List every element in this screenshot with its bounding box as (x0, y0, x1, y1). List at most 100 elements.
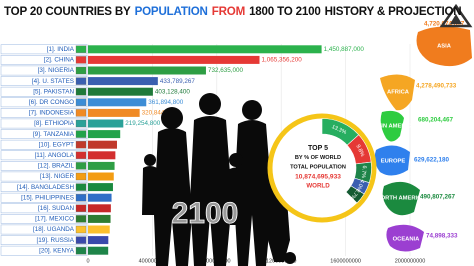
category-box (0, 65, 88, 76)
y-tick-label: [12]. BRAZIL (38, 163, 75, 170)
africa-shape (380, 74, 415, 111)
bar (88, 130, 121, 139)
family-silhouette (142, 93, 296, 266)
center-text: WORLD (306, 183, 330, 190)
flag (75, 130, 87, 138)
category-box (0, 97, 88, 108)
europe-shape (374, 145, 410, 176)
bar (88, 193, 112, 202)
y-tick-label: [20]. KENYA (39, 247, 75, 254)
flag (75, 247, 87, 255)
y-tick-label: [17]. MEXICO (35, 216, 74, 223)
slice-label: 6.7% (360, 165, 367, 178)
category-box (0, 118, 88, 129)
category-box (0, 245, 88, 256)
x-tick-label: 0 (86, 258, 89, 264)
category-box (0, 139, 88, 150)
x-tick-label: 1600000000 (330, 258, 361, 264)
flag (75, 109, 87, 117)
center-text: TOP 5 (308, 145, 328, 152)
slice-label: 13.3% (331, 124, 348, 136)
category-box (0, 235, 88, 245)
y-tick-label: [15]. PHILIPPINES (21, 194, 74, 201)
bar (88, 183, 113, 192)
value-label: 433,789,267 (160, 78, 196, 85)
flag (75, 56, 87, 64)
bar (88, 55, 260, 64)
x-tick-label: 400000000 (139, 258, 167, 264)
flag (75, 141, 87, 149)
value-label: 320,844,467 (142, 110, 178, 117)
y-tick-label: [11]. ANGOLA (35, 152, 75, 159)
title-part: 1800 TO 2100 (249, 5, 321, 18)
value-label: 361,894,800 (148, 99, 184, 106)
bar (88, 98, 147, 107)
y-tick-label: [14]. BANGLADESH (17, 184, 74, 191)
y-tick-label: [7]. INDONESIA (29, 110, 75, 117)
bar (88, 246, 109, 255)
title-part: POPULATION (134, 5, 208, 18)
y-tick-label: [19]. RUSSIA (37, 237, 75, 244)
bar (88, 236, 109, 245)
bars: [1]. INDIA 1,450,887,000 [2]. CHINA 1,065,3… (0, 44, 365, 256)
title-part: HISTORY & PROJECTION (324, 5, 462, 18)
title-part: TOP 20 COUNTRIES BY (4, 5, 131, 18)
bar (88, 119, 124, 128)
flag (75, 98, 87, 106)
flag (75, 236, 87, 244)
region-name: AFRICA (387, 90, 410, 96)
category-box (0, 203, 88, 214)
latin-america-shape (380, 110, 404, 142)
center-text: BY % OF WORLD (295, 155, 341, 161)
y-tick-label: [10]. EGYPT (39, 141, 74, 148)
flag (75, 183, 87, 191)
y-tick-label: [6]. DR CONGO (29, 99, 74, 106)
flag (75, 162, 87, 170)
chart-title: TOP 20 COUNTRIES BY POPULATION FROM 1800 TO… (4, 5, 465, 18)
y-tick-label: [1]. INDIA (47, 46, 75, 53)
y-tick-label: [4]. U. STATES (32, 78, 74, 85)
flag (75, 88, 87, 96)
value-label: 1,450,887,000 (324, 46, 365, 53)
region-value: 4,278,490,733 (416, 83, 457, 90)
category-box (0, 129, 88, 139)
slice-label: 9.8% (354, 144, 365, 158)
category-box (0, 150, 88, 161)
x-tick-label: 2000000000 (395, 258, 426, 264)
flag (75, 194, 87, 202)
oceania-shape (386, 224, 424, 252)
year-label: 2100 (172, 197, 239, 230)
logo (439, 3, 473, 28)
asia-shape (416, 26, 472, 67)
slice-label: 4.0% (354, 178, 365, 192)
region-value: 74,898,333 (426, 233, 458, 240)
category-box (0, 44, 88, 55)
flag (75, 225, 87, 234)
flag (75, 45, 87, 53)
bar (88, 214, 111, 223)
region-value: 680,204,467 (418, 117, 454, 124)
region-value: 490,807,267 (420, 194, 456, 201)
flag (75, 66, 87, 75)
pie-slice (345, 185, 365, 204)
bar (88, 45, 322, 54)
north-america-shape (382, 181, 420, 216)
category-box (0, 192, 88, 203)
bar (88, 87, 153, 96)
category-box (0, 161, 88, 171)
region-name: NORTH AMERICA (376, 196, 426, 202)
value-label: 219,254,800 (125, 120, 161, 127)
region-name: EUROPE (381, 159, 406, 165)
center-text: TOTAL POPULATION (290, 164, 346, 170)
y-tick-label: [16]. SUDAN (38, 205, 74, 212)
value-label: 1,065,356,200 (262, 57, 303, 64)
y-tick-label: [5]. PAKISTAN (33, 88, 74, 95)
flag (75, 77, 87, 85)
region-name: LATIN AMERICA (370, 124, 416, 130)
flag (75, 215, 87, 223)
category-box (0, 214, 88, 224)
category-box (0, 76, 88, 86)
category-box (0, 108, 88, 118)
value-label: 732,635,000 (208, 67, 244, 74)
